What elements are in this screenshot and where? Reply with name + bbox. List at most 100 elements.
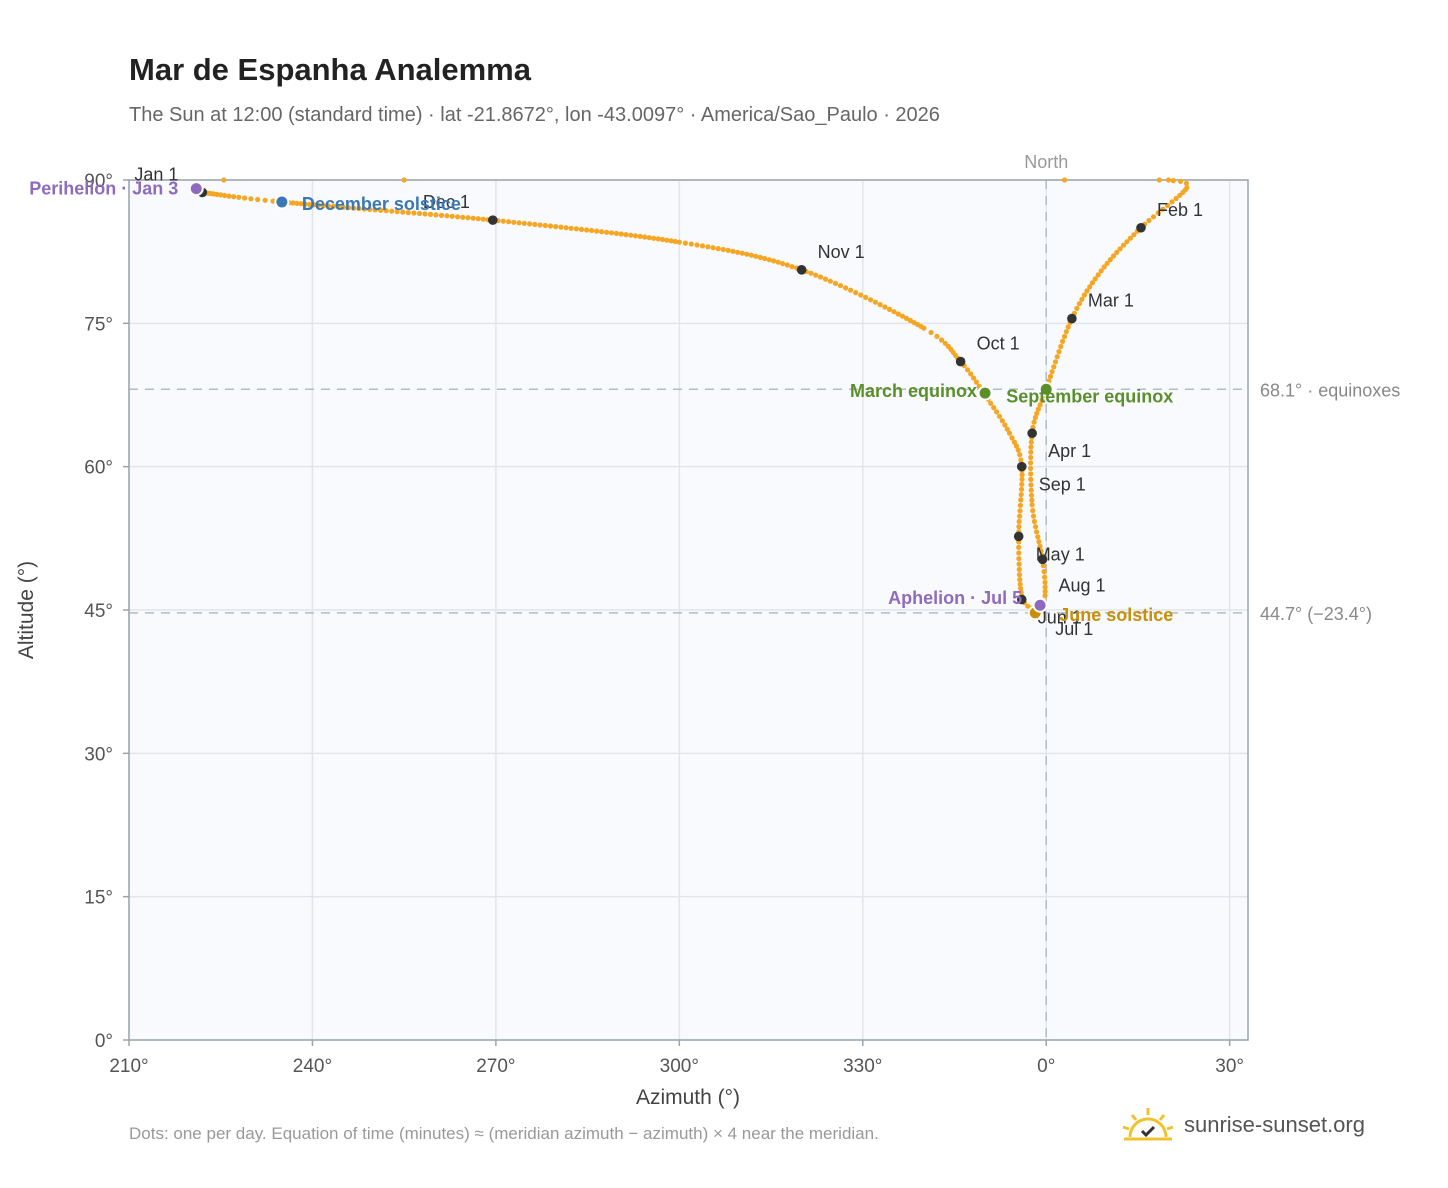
- day-dot: [302, 201, 308, 207]
- day-dot: [1098, 268, 1104, 274]
- day-dot: [637, 233, 643, 239]
- north-label: North: [1024, 152, 1068, 172]
- day-dot: [872, 299, 879, 305]
- day-dot: [858, 292, 864, 298]
- x-tick-label: 300°: [660, 1056, 699, 1077]
- day-dot: [1173, 195, 1179, 202]
- day-dot: [1011, 439, 1018, 445]
- day-dot: [542, 222, 548, 229]
- day-dot: [676, 239, 682, 245]
- day-dot: [307, 201, 313, 208]
- day-dot: [389, 208, 395, 214]
- day-dot: [753, 253, 759, 259]
- day-dot: [971, 375, 977, 381]
- day-dot: [433, 212, 439, 218]
- day-dot: [1016, 544, 1022, 551]
- day-dot: [1028, 487, 1034, 493]
- day-dot: [965, 367, 971, 373]
- day-dot: [705, 244, 711, 250]
- day-dot: [863, 294, 869, 300]
- day-dot: [449, 213, 455, 219]
- month-marker: [1067, 313, 1077, 324]
- day-dot: [1028, 492, 1035, 498]
- day-dot: [1049, 369, 1055, 375]
- day-dot: [1028, 449, 1034, 455]
- event-marker: [977, 385, 993, 401]
- day-dot: [532, 221, 538, 227]
- day-dot: [710, 245, 716, 251]
- day-dot: [655, 236, 661, 242]
- day-dot: [248, 196, 254, 202]
- day-dot: [1015, 447, 1021, 453]
- day-dot: [1018, 457, 1024, 463]
- month-label: Apr 1: [1048, 441, 1091, 461]
- day-dot: [694, 242, 700, 248]
- day-dot: [1041, 569, 1047, 575]
- day-dot: [1104, 260, 1110, 266]
- x-axis-label: Azimuth (°): [636, 1086, 740, 1109]
- day-dot: [1183, 180, 1189, 186]
- day-dot: [537, 222, 543, 228]
- day-dot: [1038, 548, 1044, 554]
- day-dot: [335, 204, 341, 210]
- brand-text[interactable]: sunrise-sunset.org: [1184, 1112, 1365, 1137]
- month-label: May 1: [1036, 544, 1085, 564]
- day-dot: [578, 226, 585, 232]
- day-dot: [1101, 264, 1107, 270]
- y-tick-label: 90°: [84, 171, 113, 192]
- day-dot: [378, 207, 384, 213]
- event-marker: [274, 194, 290, 210]
- day-dot: [1117, 246, 1123, 252]
- day-dot: [311, 202, 317, 208]
- month-label: Mar 1: [1088, 291, 1134, 311]
- day-dot: [298, 201, 304, 207]
- sun-logo-icon: [1122, 1108, 1174, 1141]
- day-dot: [1039, 397, 1045, 403]
- brand[interactable]: sunrise-sunset.org: [1120, 1100, 1365, 1150]
- day-dot: [521, 220, 527, 226]
- day-dot: [934, 333, 940, 339]
- month-marker: [1016, 461, 1027, 472]
- day-dot: [1184, 185, 1190, 191]
- day-dot: [1030, 508, 1036, 514]
- day-dot: [1030, 513, 1037, 519]
- day-dot: [1076, 301, 1082, 307]
- day-dot: [715, 246, 721, 252]
- x-tick-label: 240°: [293, 1056, 332, 1077]
- day-dot: [351, 205, 357, 211]
- day-dot: [991, 405, 997, 411]
- day-dot: [320, 203, 327, 209]
- day-dot: [848, 287, 854, 293]
- day-dot: [1150, 214, 1157, 220]
- month-marker: [1013, 531, 1024, 542]
- day-dot: [739, 250, 745, 256]
- day-dot: [651, 235, 657, 241]
- day-dot: [411, 210, 417, 216]
- day-dot: [1124, 239, 1130, 245]
- day-dot: [1019, 481, 1025, 487]
- day-dot: [999, 418, 1005, 424]
- month-marker: [955, 356, 966, 367]
- day-dot: [547, 223, 554, 229]
- day-dot: [618, 231, 624, 237]
- y-tick-label: 60°: [84, 458, 113, 479]
- day-dot: [290, 200, 296, 206]
- day-dot: [766, 257, 772, 263]
- x-tick-label: 330°: [843, 1056, 882, 1077]
- day-dot: [730, 248, 736, 254]
- day-dot: [1028, 444, 1034, 450]
- day-dot: [789, 264, 795, 270]
- day-dot: [438, 212, 445, 218]
- day-dot: [1028, 465, 1034, 471]
- day-dot: [372, 207, 378, 213]
- day-dot: [1028, 476, 1034, 482]
- event-label: Perihelion · Jan 3: [29, 179, 178, 199]
- x-tick-label: 270°: [476, 1056, 515, 1077]
- day-dot: [682, 240, 689, 246]
- day-dot: [659, 236, 666, 243]
- chart-title: Mar de Espanha Analemma: [129, 52, 531, 87]
- day-dot: [1061, 333, 1068, 340]
- grid: [128, 179, 1248, 1041]
- day-dot: [1110, 253, 1117, 259]
- day-dot: [646, 235, 652, 241]
